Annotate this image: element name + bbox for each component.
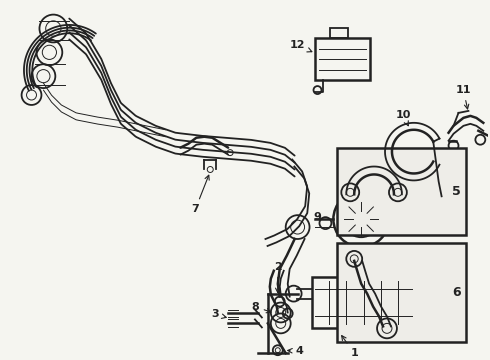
Bar	[316, 39, 370, 80]
Text: 4: 4	[288, 346, 303, 356]
Text: 9: 9	[314, 212, 321, 222]
Text: 5: 5	[452, 185, 461, 198]
Text: 10: 10	[395, 110, 411, 126]
Text: 11: 11	[456, 85, 471, 109]
Bar	[337, 148, 466, 235]
Bar	[337, 243, 466, 342]
Text: 7: 7	[192, 175, 209, 214]
Text: 12: 12	[290, 40, 312, 52]
Bar	[330, 28, 348, 39]
Text: 2: 2	[274, 262, 282, 293]
Text: 6: 6	[452, 286, 461, 299]
Bar	[312, 277, 416, 328]
Text: 3: 3	[211, 310, 226, 319]
Text: 8: 8	[251, 302, 271, 313]
Text: 1: 1	[342, 336, 358, 358]
